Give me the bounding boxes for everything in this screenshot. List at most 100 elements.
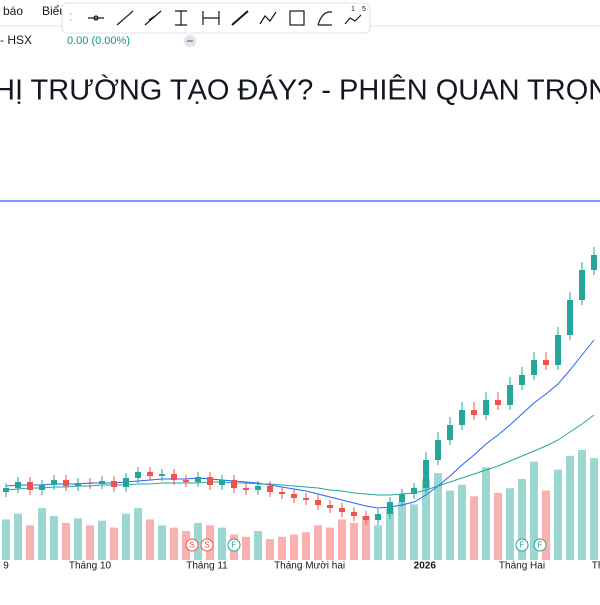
candle-body [135, 472, 141, 478]
x-tick-label: Tháng 11 [186, 561, 228, 572]
candle-body [111, 481, 117, 487]
candle-body [399, 494, 405, 502]
change: 0.00 (0.00%) [67, 35, 130, 47]
moving-average [5, 414, 595, 496]
volume-bar [170, 527, 178, 560]
candle-body [147, 472, 153, 476]
volume-bar [110, 527, 118, 560]
menu-item[interactable]: Biểu [42, 4, 66, 18]
candle-body [471, 410, 477, 415]
candle-body [483, 400, 489, 415]
candle-body [279, 492, 285, 494]
candle-body [495, 400, 501, 405]
volume-bar [542, 490, 550, 560]
candle-body [255, 486, 261, 490]
time-axis [0, 560, 600, 600]
volume-bar [578, 450, 586, 560]
volume-bar [2, 519, 10, 560]
volume-bar [74, 518, 82, 560]
candle-body [555, 335, 561, 365]
candle-body [423, 460, 429, 488]
grip [70, 13, 72, 15]
tool-icon[interactable] [88, 15, 104, 21]
candle-body [303, 498, 309, 500]
volume-bar [242, 536, 250, 560]
candle-body [99, 481, 105, 484]
volume-bar [470, 496, 478, 560]
event-marker [200, 538, 214, 552]
x-tick-label: 9 [3, 561, 9, 572]
candle-body [123, 478, 129, 487]
candle-body [543, 360, 549, 365]
volume-bar [218, 527, 226, 560]
badge: 5 [362, 6, 366, 13]
volume-bar [482, 467, 490, 560]
candle-body [351, 512, 357, 516]
tool-icon[interactable] [116, 10, 134, 26]
event-marker [185, 538, 199, 552]
volume-bar [386, 507, 394, 560]
candle-body [591, 255, 597, 270]
volume-bar [194, 522, 202, 560]
tool-icon[interactable] [259, 11, 277, 25]
x-tick-label: Tháng Hai [499, 561, 545, 572]
candle-body [435, 440, 441, 460]
moving-average [5, 339, 595, 509]
candle-body [231, 480, 237, 488]
volume-bar [410, 504, 418, 560]
volume-bar [554, 469, 562, 560]
candle-body [3, 488, 9, 492]
candle-body [447, 425, 453, 440]
volume-bar [338, 519, 346, 560]
volume-bar [134, 507, 142, 560]
event-label: S [204, 541, 209, 550]
event-label: F [520, 541, 525, 550]
candle-body [75, 483, 81, 486]
candle-body [39, 485, 45, 490]
volume-bar [278, 536, 286, 560]
volume-bar [290, 534, 298, 560]
tool-icon[interactable] [289, 10, 305, 26]
candle-body [63, 480, 69, 486]
volume-bar [62, 522, 70, 560]
x-tick-label: Tháng 10 [69, 561, 112, 572]
candle-body [411, 488, 417, 494]
volume-bar [518, 478, 526, 560]
x-tick-label: 2026 [414, 561, 437, 572]
candle-body [27, 482, 33, 490]
volume-bar [446, 490, 454, 560]
x-tick-label: Th [592, 561, 600, 572]
volume-bar [38, 507, 46, 560]
candle-body [51, 480, 57, 485]
event-marker [227, 538, 241, 552]
volume-bar [158, 525, 166, 560]
tool-icon[interactable] [317, 11, 333, 26]
volume-bar [86, 525, 94, 560]
tool-icon[interactable] [144, 10, 162, 26]
candle-body [459, 410, 465, 425]
menu-item[interactable]: báo [3, 4, 23, 18]
event-label: F [538, 541, 543, 550]
tool-icon[interactable] [175, 10, 187, 26]
volume-bar [314, 525, 322, 560]
volume-bar [302, 532, 310, 560]
candle-body [267, 486, 273, 492]
candle-body [87, 483, 93, 484]
x-tick-label: Tháng Mười hai [274, 561, 345, 572]
volume-bar [326, 527, 334, 560]
event-marker [515, 538, 529, 552]
candle-body [579, 270, 585, 300]
tool-icon[interactable] [202, 11, 220, 25]
candle-body [375, 514, 381, 520]
volume-bar [14, 513, 22, 560]
grip [70, 19, 72, 21]
candle-body [291, 494, 297, 498]
tool-icon[interactable] [344, 14, 362, 25]
tool-icon[interactable] [231, 10, 249, 26]
volume-bar [422, 478, 430, 560]
candle-body [567, 300, 573, 335]
volume-bar [26, 525, 34, 560]
volume-bar [506, 488, 514, 560]
volume-bar [458, 484, 466, 560]
plot: S S F F F 9 Tháng 10 Tháng 11 Tháng Mười hai 2026… [0, 200, 600, 600]
